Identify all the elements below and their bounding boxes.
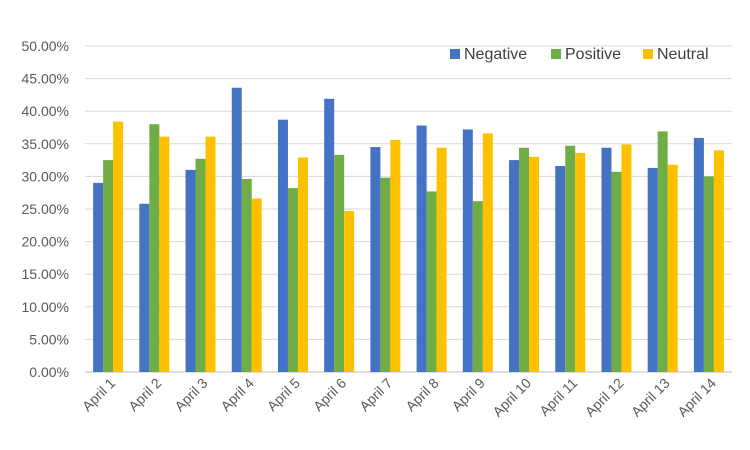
- bar-positive: [195, 158, 206, 372]
- x-axis-tick-labels: April 1 April 2 April 3 April 4 April 5 April…: [79, 375, 719, 420]
- x-tick-label: April 1: [79, 375, 119, 415]
- bar-neutral: [482, 133, 493, 372]
- bar-negative: [93, 182, 104, 372]
- bar-positive: [703, 176, 714, 372]
- bar-negative: [693, 137, 704, 372]
- x-tick-label: April 6: [310, 375, 350, 415]
- bar-neutral: [575, 152, 586, 372]
- y-tick-label: 5.00%: [29, 331, 69, 347]
- x-tick-label: April 10: [489, 375, 534, 420]
- x-tick-label: April 2: [125, 375, 165, 415]
- x-tick-label: April 9: [449, 375, 489, 415]
- x-tick-label: April 3: [171, 375, 211, 415]
- x-tick-label: April 4: [217, 375, 257, 415]
- bar-positive: [611, 171, 622, 372]
- y-tick-label: 45.00%: [22, 71, 69, 87]
- legend-swatch-negative: [450, 49, 460, 59]
- legend-swatch-neutral: [643, 49, 653, 59]
- bar-positive: [241, 179, 252, 372]
- bar-positive: [426, 191, 437, 372]
- bar-neutral: [667, 164, 678, 372]
- bar-neutral: [159, 136, 170, 372]
- gridlines: [85, 45, 732, 373]
- bars: [93, 87, 724, 373]
- legend-label-negative: Negative: [464, 46, 527, 63]
- x-tick-label: April 8: [402, 375, 442, 415]
- bar-neutral: [205, 136, 216, 372]
- bar-positive: [103, 160, 114, 372]
- y-tick-label: 40.00%: [22, 103, 69, 119]
- legend: Negative Positive Neutral: [450, 46, 709, 63]
- bar-positive: [472, 201, 483, 372]
- bar-positive: [149, 124, 160, 373]
- bar-neutral: [529, 156, 540, 372]
- bar-positive: [519, 147, 530, 372]
- y-tick-label: 50.00%: [22, 38, 69, 54]
- bar-neutral: [251, 198, 262, 372]
- bar-positive: [565, 145, 576, 372]
- y-tick-label: 0.00%: [29, 364, 69, 380]
- bar-neutral: [713, 150, 724, 372]
- bar-positive: [334, 154, 345, 372]
- bar-neutral: [390, 139, 401, 372]
- legend-label-positive: Positive: [565, 46, 621, 63]
- legend-label-neutral: Neutral: [657, 46, 709, 63]
- legend-swatch-positive: [551, 49, 561, 59]
- bar-negative: [185, 169, 196, 372]
- bar-negative: [277, 119, 288, 373]
- x-tick-label: April 13: [628, 375, 673, 420]
- bar-neutral: [113, 121, 124, 372]
- x-tick-label: April 11: [536, 375, 580, 419]
- bar-positive: [287, 188, 298, 372]
- bar-negative: [647, 167, 658, 372]
- bar-negative: [601, 147, 612, 372]
- y-tick-label: 25.00%: [22, 201, 69, 217]
- y-axis-tick-labels: 0.00% 5.00% 10.00% 15.00% 20.00% 25.00% 30.00%…: [22, 38, 69, 380]
- bar-negative: [324, 98, 335, 372]
- bar-neutral: [344, 210, 355, 372]
- bar-neutral: [621, 144, 632, 372]
- bar-negative: [555, 165, 566, 372]
- bar-neutral: [436, 147, 447, 372]
- bar-neutral: [297, 157, 308, 372]
- bar-negative: [370, 147, 381, 372]
- y-tick-label: 15.00%: [22, 266, 69, 282]
- y-tick-label: 35.00%: [22, 136, 69, 152]
- bar-negative: [509, 160, 520, 372]
- x-tick-label: April 12: [582, 375, 627, 420]
- bar-negative: [462, 129, 473, 372]
- y-tick-label: 30.00%: [22, 168, 69, 184]
- x-tick-label: April 7: [356, 375, 396, 415]
- bar-negative: [231, 87, 242, 372]
- bar-positive: [657, 131, 668, 372]
- bar-negative: [416, 125, 427, 372]
- x-tick-label: April 14: [674, 375, 719, 420]
- y-tick-label: 20.00%: [22, 234, 69, 250]
- bar-negative: [139, 203, 150, 372]
- y-tick-label: 10.00%: [22, 299, 69, 315]
- x-tick-label: April 5: [264, 375, 304, 415]
- bar-positive: [380, 177, 391, 372]
